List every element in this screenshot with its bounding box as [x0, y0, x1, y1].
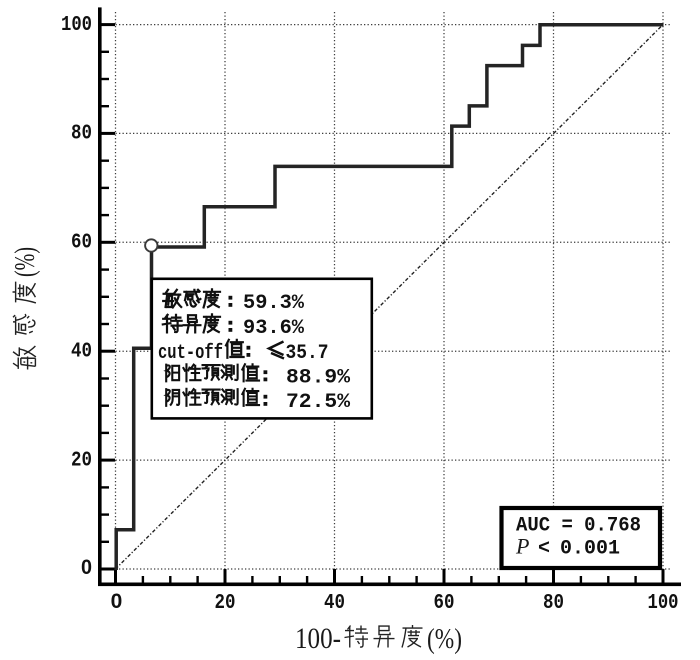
- svg-text:0.001: 0.001: [560, 538, 620, 561]
- svg-text:80: 80: [71, 123, 92, 146]
- svg-text:P: P: [515, 534, 529, 559]
- svg-text:0: 0: [111, 590, 123, 613]
- svg-text:60: 60: [434, 592, 455, 615]
- svg-text:AUC = 0.768: AUC = 0.768: [516, 515, 641, 538]
- svg-text:80: 80: [543, 592, 564, 615]
- svg-text:cut-off: cut-off: [158, 342, 223, 365]
- svg-text:20: 20: [71, 449, 92, 472]
- svg-text:20: 20: [215, 592, 236, 615]
- svg-text:59.3%: 59.3%: [243, 292, 305, 315]
- svg-text:93.6%: 93.6%: [243, 317, 305, 340]
- svg-text:100: 100: [648, 592, 679, 615]
- svg-text:<: <: [538, 538, 550, 561]
- svg-text:100: 100: [61, 14, 92, 37]
- svg-text:40: 40: [71, 340, 92, 363]
- svg-text:35.7: 35.7: [286, 342, 329, 365]
- svg-text:72.5%: 72.5%: [286, 391, 351, 414]
- svg-text:100-: 100-: [295, 622, 341, 655]
- svg-text:60: 60: [71, 232, 92, 255]
- svg-text:0: 0: [81, 556, 92, 579]
- svg-text:88.9%: 88.9%: [286, 367, 351, 390]
- svg-text:40: 40: [324, 592, 345, 615]
- svg-text:(%): (%): [9, 247, 41, 277]
- svg-text:(%): (%): [427, 623, 462, 655]
